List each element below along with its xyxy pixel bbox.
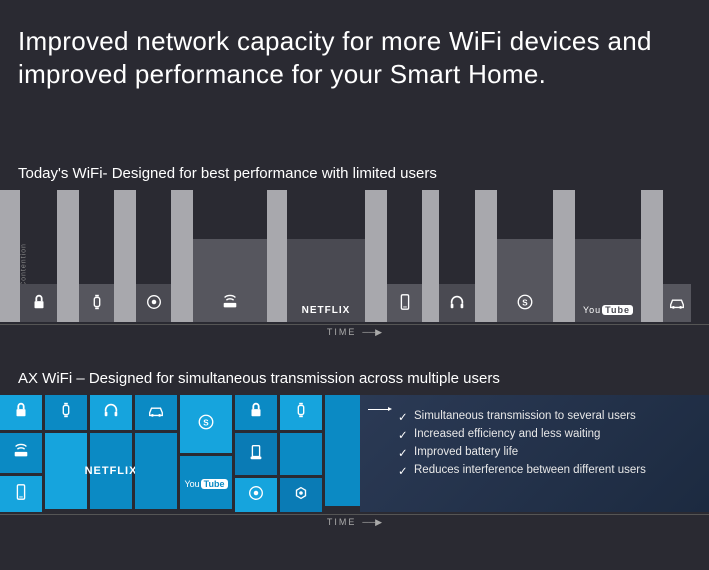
console-icon <box>247 443 265 466</box>
idle-slot <box>365 190 387 322</box>
phone-icon <box>396 293 414 316</box>
grid-cell <box>280 478 322 512</box>
svg-text:S: S <box>522 299 528 308</box>
youtube-label: YouTube <box>184 474 227 492</box>
idle-slot <box>57 190 79 322</box>
lock-icon <box>30 293 48 316</box>
grid-column <box>235 395 277 512</box>
data-slot: NETFLIX <box>287 239 365 322</box>
benefit-item: Simultaneous transmission to several use… <box>398 407 689 425</box>
time-axis-1: TIME──▶ <box>0 324 709 340</box>
lock-icon <box>247 401 265 424</box>
slot-label: YouTube <box>583 305 633 316</box>
router-icon <box>12 442 30 465</box>
grid-cell <box>280 433 322 475</box>
grid-cell <box>235 395 277 430</box>
watch-icon <box>292 401 310 424</box>
benefit-item: Reduces interference between different u… <box>398 461 689 479</box>
camera-icon <box>292 484 310 507</box>
cell-label: NETFLIX <box>85 465 138 477</box>
data-slot <box>79 284 114 322</box>
grid-cell <box>90 395 132 430</box>
chart-ax: NETFLIX S YouTube Simultaneous transmissio… <box>0 395 709 530</box>
svg-text:S: S <box>203 418 209 427</box>
skype-icon: S <box>516 293 534 316</box>
arrow-icon <box>368 409 388 410</box>
section2-title: AX WiFi – Designed for simultaneous tran… <box>0 370 709 387</box>
idle-slot <box>267 190 287 322</box>
idle-slot <box>0 190 20 322</box>
grid-cell <box>0 433 42 473</box>
data-slot <box>20 284 57 322</box>
idle-slot <box>422 190 439 322</box>
grid-cell: NETFLIX <box>90 433 132 509</box>
grid-column <box>0 395 42 512</box>
watch-icon <box>88 293 106 316</box>
benefit-item: Increased efficiency and less waiting <box>398 425 689 443</box>
phone-icon <box>12 483 30 506</box>
data-slot <box>439 284 475 322</box>
benefits-panel: Simultaneous transmission to several use… <box>360 395 709 512</box>
idle-slot <box>553 190 575 322</box>
grid-cell <box>135 395 177 430</box>
data-slot <box>387 284 422 322</box>
slot-label: NETFLIX <box>302 305 351 316</box>
grid-cell <box>235 478 277 512</box>
idle-slot <box>475 190 497 322</box>
grid-cell: S <box>180 395 232 453</box>
grid-column: NETFLIX <box>90 395 132 512</box>
benefit-item: Improved battery life <box>398 443 689 461</box>
grid-cell <box>45 433 87 509</box>
data-slot <box>136 284 171 322</box>
thermostat-icon <box>145 293 163 316</box>
lock-icon <box>12 401 30 424</box>
headphones-icon <box>102 401 120 424</box>
grid-column <box>135 395 177 512</box>
idle-slot <box>114 190 136 322</box>
chart-today: Contention NETFLIXSYouTube TIME──▶ <box>0 190 709 340</box>
thermostat-icon <box>247 484 265 507</box>
data-slot <box>663 284 691 322</box>
grid-column <box>280 395 322 512</box>
router-icon <box>221 293 239 316</box>
headphones-icon <box>448 293 466 316</box>
grid-cell <box>135 433 177 509</box>
section-today-wifi: Today's WiFi- Designed for best performa… <box>0 165 709 340</box>
watch-icon <box>57 401 75 424</box>
grid-cell <box>0 395 42 430</box>
data-slot: YouTube <box>575 239 641 322</box>
skype-icon: S <box>197 413 215 436</box>
data-slot: S <box>497 239 553 322</box>
headline: Improved network capacity for more WiFi … <box>0 0 709 90</box>
time-axis-2: TIME──▶ <box>0 514 709 530</box>
grid-cell <box>45 395 87 430</box>
grid-cell <box>235 433 277 475</box>
grid-cell <box>280 395 322 430</box>
data-slot <box>193 239 267 322</box>
idle-slot <box>171 190 193 322</box>
grid-column: S YouTube <box>180 395 232 512</box>
section-ax-wifi: AX WiFi – Designed for simultaneous tran… <box>0 370 709 530</box>
car-icon <box>147 401 165 424</box>
car-icon <box>668 293 686 316</box>
grid-cell: YouTube <box>180 456 232 509</box>
grid-cell <box>0 476 42 512</box>
section1-title: Today's WiFi- Designed for best performa… <box>0 165 709 182</box>
grid-column <box>45 395 87 512</box>
idle-slot <box>641 190 663 322</box>
